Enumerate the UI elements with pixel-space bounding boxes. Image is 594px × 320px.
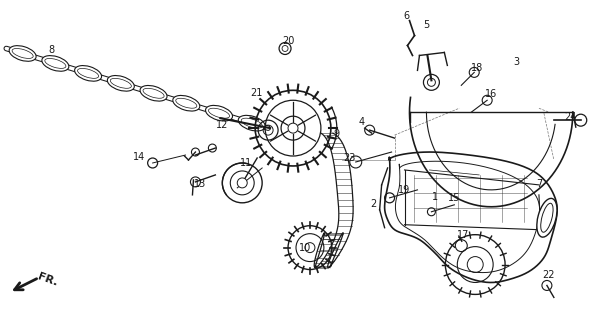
Circle shape xyxy=(305,243,315,252)
Ellipse shape xyxy=(75,66,102,81)
Text: 20: 20 xyxy=(282,36,294,45)
Text: FR.: FR. xyxy=(36,271,59,288)
Text: 11: 11 xyxy=(240,158,252,168)
Ellipse shape xyxy=(238,115,266,131)
Text: 5: 5 xyxy=(424,20,429,29)
Text: 15: 15 xyxy=(448,193,460,203)
Text: 1: 1 xyxy=(432,192,438,202)
Text: 22: 22 xyxy=(543,269,555,279)
Text: 4: 4 xyxy=(359,117,365,127)
Circle shape xyxy=(288,123,298,133)
Text: 13: 13 xyxy=(194,179,207,189)
Ellipse shape xyxy=(140,85,167,101)
Text: 18: 18 xyxy=(471,63,484,73)
Ellipse shape xyxy=(173,95,200,111)
Ellipse shape xyxy=(537,198,557,237)
Ellipse shape xyxy=(108,76,134,91)
Text: 12: 12 xyxy=(216,120,229,130)
Text: 9: 9 xyxy=(334,129,340,139)
Text: 3: 3 xyxy=(513,57,519,68)
Text: 17: 17 xyxy=(457,230,469,240)
Ellipse shape xyxy=(9,46,36,61)
Text: 2: 2 xyxy=(371,199,377,209)
Text: 10: 10 xyxy=(299,243,311,252)
Ellipse shape xyxy=(206,105,232,121)
Text: 7: 7 xyxy=(536,179,542,189)
Text: 24: 24 xyxy=(565,112,577,122)
Text: 19: 19 xyxy=(399,185,410,195)
Text: 14: 14 xyxy=(132,152,145,162)
Ellipse shape xyxy=(42,56,69,71)
Circle shape xyxy=(237,178,247,188)
Text: 6: 6 xyxy=(403,11,410,20)
Text: 23: 23 xyxy=(343,153,356,163)
Text: 16: 16 xyxy=(485,89,497,99)
Text: 21: 21 xyxy=(250,88,263,98)
Text: 8: 8 xyxy=(48,45,54,55)
